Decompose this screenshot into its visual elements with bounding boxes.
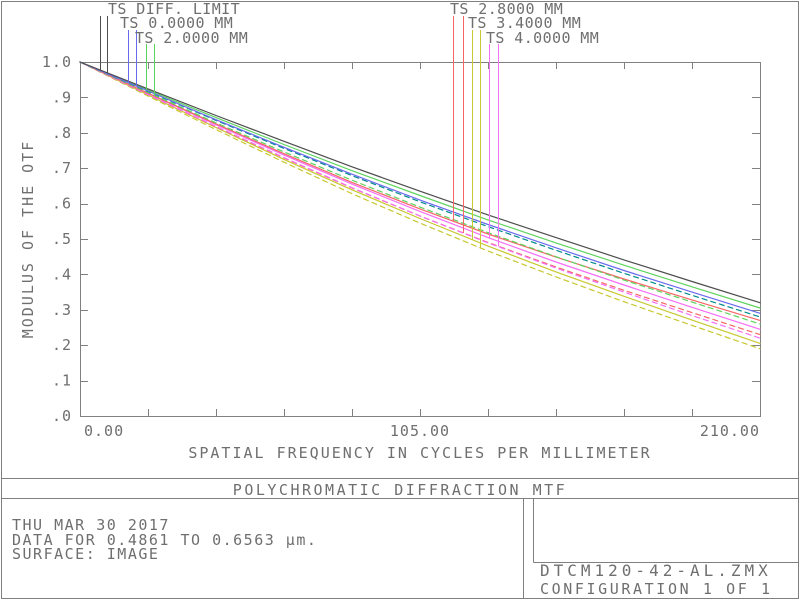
mtf-curve (79, 61, 761, 318)
axis-tick-labels: 0.00 105.00 210.00 1.0 .9 .8 .7 .6 .5 .4 .3 .2 .1 .0 (42, 53, 760, 440)
y-tick-label: .5 (52, 230, 72, 248)
mtf-curve (79, 61, 761, 336)
x-tick-label: 0.00 (84, 422, 124, 440)
y-tick-label: .7 (52, 159, 72, 177)
x-axis-title: SPATIAL FREQUENCY IN CYCLES PER MILLIMET… (188, 444, 651, 462)
y-tick-label: .3 (52, 301, 72, 319)
mtf-curve (79, 61, 761, 339)
mtf-curve (79, 61, 761, 325)
mtf-curve (79, 61, 761, 304)
legend-marker-lines (100, 16, 499, 248)
legend-label-diff-limit: TS DIFF. LIMIT (108, 0, 241, 18)
x-tick-label: 105.00 (390, 422, 450, 440)
y-tick-label: .6 (52, 195, 72, 213)
y-axis-title: MODULUS OF THE OTF (19, 140, 37, 339)
y-tick-label: .1 (52, 372, 72, 390)
mtf-curve (79, 61, 761, 321)
footer-date-line: THU MAR 30 2017 (12, 516, 170, 534)
footer-data-line: DATA FOR 0.4861 TO 0.6563 µm. (12, 531, 318, 549)
configuration-label: CONFIGURATION 1 OF 1 (540, 580, 773, 598)
legend-label-0mm: TS 0.0000 MM (120, 14, 234, 32)
axis-ticks (80, 62, 761, 417)
mtf-curve (79, 61, 761, 314)
lens-file-name: DTCM120-42-AL.ZMX (540, 561, 772, 580)
x-tick-label: 210.00 (700, 422, 760, 440)
y-tick-label: 1.0 (42, 53, 72, 71)
plot-frame (80, 62, 761, 417)
y-tick-label: .9 (52, 88, 72, 106)
mtf-curve (79, 61, 761, 350)
y-tick-label: .0 (52, 407, 72, 425)
y-tick-label: .8 (52, 124, 72, 142)
footer-surface-line: SURFACE: IMAGE (12, 545, 160, 563)
y-tick-label: .2 (52, 336, 72, 354)
mtf-curves (79, 61, 761, 350)
legend-label-2p8mm: TS 2.8000 MM (450, 0, 564, 18)
mtf-curve (79, 61, 761, 309)
legend-label-4mm: TS 4.0000 MM (486, 29, 600, 47)
plot-title: POLYCHROMATIC DIFFRACTION MTF (232, 481, 568, 499)
legend-label-2mm: TS 2.0000 MM (135, 29, 249, 47)
legend-label-3p4mm: TS 3.4000 MM (468, 14, 582, 32)
y-tick-label: .4 (52, 265, 72, 283)
